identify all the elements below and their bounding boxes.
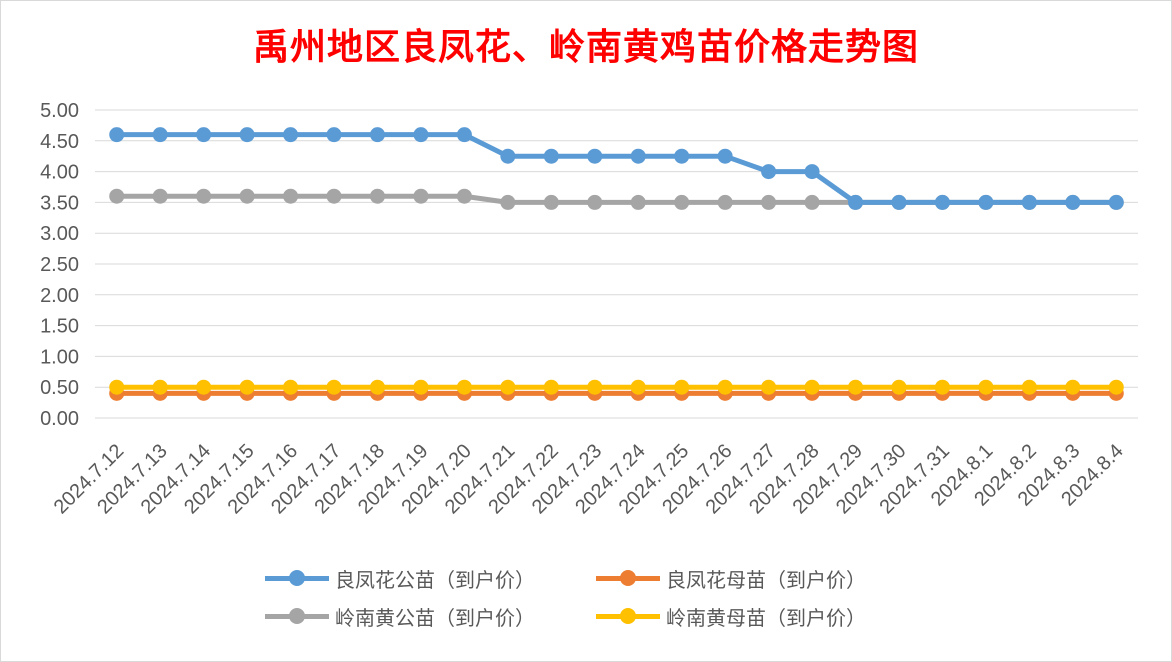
data-point	[804, 194, 820, 210]
series-3	[109, 379, 1124, 395]
data-point	[152, 127, 168, 143]
y-tick-label: 4.50	[40, 131, 79, 153]
data-point	[413, 127, 429, 143]
data-point	[1065, 379, 1081, 395]
data-point	[891, 379, 907, 395]
data-point	[283, 188, 299, 204]
series-line	[116, 132, 1117, 205]
data-point	[717, 379, 733, 395]
data-point	[674, 148, 690, 164]
y-tick-label: 4.00	[40, 162, 79, 184]
data-point	[369, 379, 385, 395]
legend-swatch	[596, 606, 660, 626]
legend-label: 良凤花母苗（到户价）	[666, 567, 866, 592]
legend-item-lfh-female: 良凤花母苗（到户价）	[596, 558, 866, 598]
data-point	[978, 379, 994, 395]
data-point	[152, 379, 168, 395]
data-point	[587, 194, 603, 210]
data-point	[456, 379, 472, 395]
legend-swatch	[265, 568, 329, 588]
data-point	[978, 194, 994, 210]
y-tick-label: 1.50	[40, 316, 79, 338]
data-point	[761, 379, 777, 395]
data-point	[804, 164, 820, 180]
legend-label: 岭南黄母苗（到户价）	[666, 605, 866, 630]
data-point	[109, 379, 125, 395]
series-0	[109, 127, 1124, 210]
data-point	[848, 194, 864, 210]
data-point	[109, 188, 125, 204]
data-point	[413, 379, 429, 395]
data-point	[369, 188, 385, 204]
data-point	[543, 148, 559, 164]
data-point	[587, 379, 603, 395]
data-point	[239, 127, 255, 143]
data-point	[500, 194, 516, 210]
data-point	[761, 194, 777, 210]
data-point	[630, 379, 646, 395]
x-axis-ticks: 2024.7.122024.7.132024.7.142024.7.152024…	[50, 440, 1128, 518]
data-point	[674, 194, 690, 210]
data-point	[1065, 194, 1081, 210]
legend-item-lnh-female: 岭南黄母苗（到户价）	[596, 596, 866, 636]
y-tick-label: 2.00	[40, 285, 79, 307]
data-point	[283, 127, 299, 143]
data-point	[196, 188, 212, 204]
data-point	[761, 164, 777, 180]
data-point	[369, 127, 385, 143]
data-point	[717, 194, 733, 210]
legend-swatch	[596, 568, 660, 588]
legend-label: 良凤花公苗（到户价）	[335, 567, 535, 592]
y-axis-ticks: 0.00 0.50 1.00 1.50 2.00 2.50 3.00 3.50 4.00 4.50…	[40, 100, 79, 430]
data-point	[630, 194, 646, 210]
gridlines	[95, 109, 1138, 419]
data-point	[500, 379, 516, 395]
data-point	[891, 194, 907, 210]
data-point	[1021, 379, 1037, 395]
data-point	[1021, 194, 1037, 210]
y-tick-label: 0.00	[40, 408, 79, 430]
legend-label: 岭南黄公苗（到户价）	[335, 605, 535, 630]
data-point	[674, 379, 690, 395]
data-point	[196, 379, 212, 395]
data-point	[152, 188, 168, 204]
y-tick-label: 1.00	[40, 346, 79, 368]
data-point	[326, 379, 342, 395]
series-2	[109, 188, 1124, 210]
chart-title: 禹州地区良凤花、岭南黄鸡苗价格走势图	[252, 26, 919, 68]
data-point	[283, 379, 299, 395]
data-point	[543, 379, 559, 395]
data-point	[456, 188, 472, 204]
data-point	[413, 188, 429, 204]
legend-swatch	[265, 606, 329, 626]
y-tick-label: 5.00	[40, 100, 79, 122]
data-point	[934, 194, 950, 210]
data-point	[543, 194, 559, 210]
data-point	[804, 379, 820, 395]
y-tick-label: 3.50	[40, 192, 79, 214]
data-point	[630, 148, 646, 164]
data-point	[326, 127, 342, 143]
legend-item-lfh-male: 良凤花公苗（到户价）	[265, 558, 535, 598]
data-point	[326, 188, 342, 204]
series-lines	[109, 127, 1124, 401]
y-tick-label: 0.50	[40, 377, 79, 399]
plot-area: 0.00 0.50 1.00 1.50 2.00 2.50 3.00 3.50 4.00 4.50…	[40, 100, 1138, 518]
data-point	[934, 379, 950, 395]
data-point	[239, 188, 255, 204]
data-point	[109, 127, 125, 143]
data-point	[848, 379, 864, 395]
y-tick-label: 3.00	[40, 223, 79, 245]
data-point	[1108, 194, 1124, 210]
data-point	[587, 148, 603, 164]
data-point	[456, 127, 472, 143]
data-point	[717, 148, 733, 164]
data-point	[500, 148, 516, 164]
data-point	[196, 127, 212, 143]
data-point	[1108, 379, 1124, 395]
legend-item-lnh-male: 岭南黄公苗（到户价）	[265, 596, 535, 636]
y-tick-label: 2.50	[40, 254, 79, 276]
data-point	[239, 379, 255, 395]
